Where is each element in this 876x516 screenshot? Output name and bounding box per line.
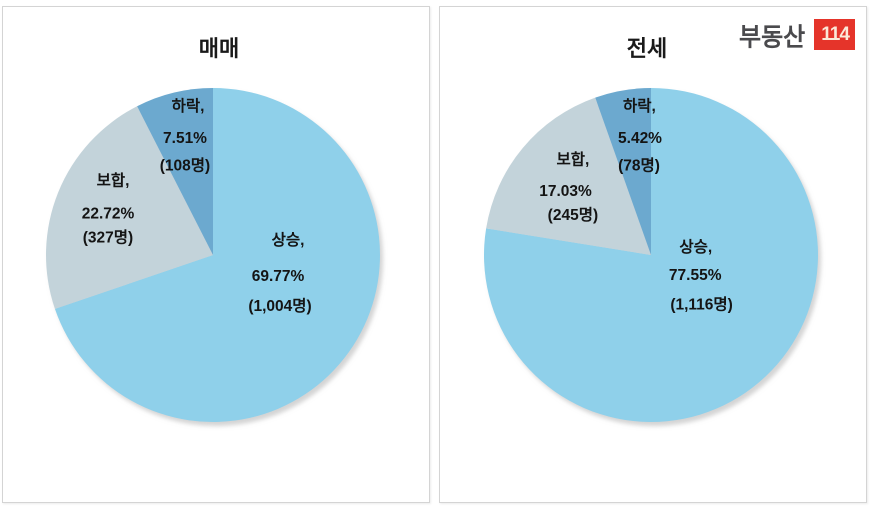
- svg-text:(327명): (327명): [83, 229, 133, 247]
- svg-text:상승,: 상승,: [272, 231, 305, 249]
- svg-text:5.42%: 5.42%: [618, 130, 662, 147]
- svg-text:보합,: 보합,: [556, 150, 589, 168]
- svg-text:(245명): (245명): [548, 206, 598, 224]
- svg-text:17.03%: 17.03%: [539, 183, 592, 200]
- svg-text:7.51%: 7.51%: [163, 130, 207, 147]
- svg-text:(78명): (78명): [618, 156, 660, 174]
- svg-text:하락,: 하락,: [172, 96, 205, 115]
- svg-text:상승,: 상승,: [679, 238, 712, 256]
- svg-text:69.77%: 69.77%: [252, 268, 305, 285]
- svg-text:22.72%: 22.72%: [82, 205, 135, 222]
- svg-text:(1,116명): (1,116명): [670, 296, 733, 314]
- svg-text:(108명): (108명): [160, 156, 210, 174]
- svg-text:(1,004명): (1,004명): [248, 297, 311, 315]
- svg-text:77.55%: 77.55%: [669, 267, 722, 284]
- svg-text:하락,: 하락,: [623, 96, 656, 115]
- svg-text:보합,: 보합,: [97, 172, 130, 190]
